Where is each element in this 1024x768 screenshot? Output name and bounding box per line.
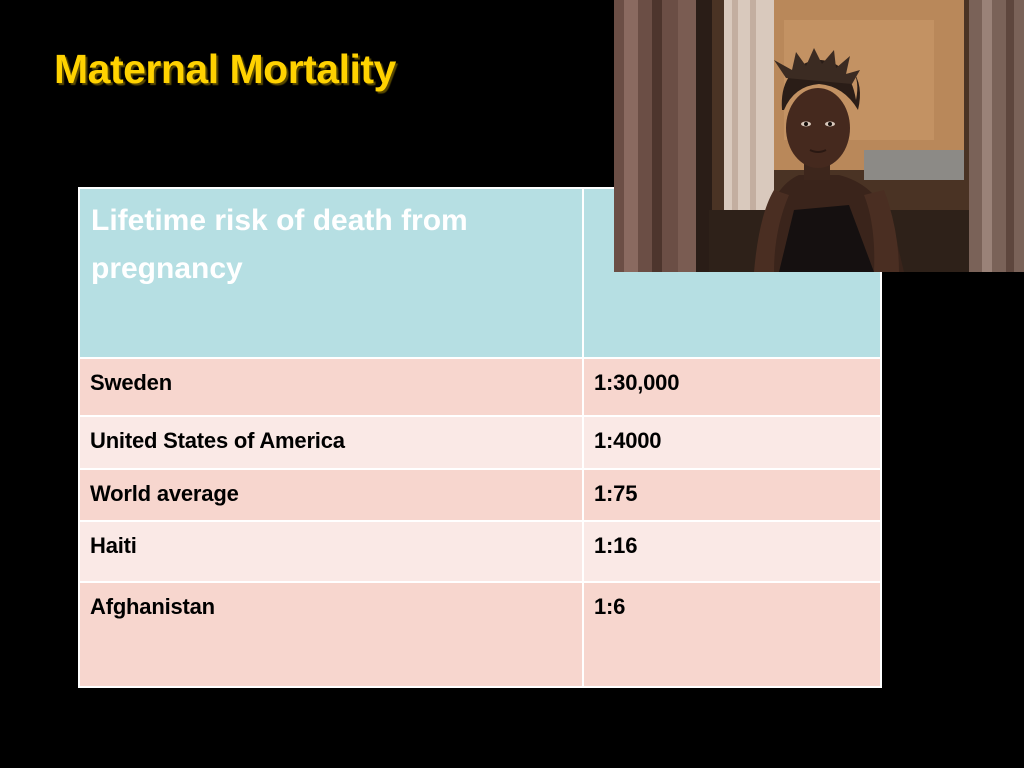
table-row: Afghanistan 1:6	[78, 581, 882, 688]
table-header-label: Lifetime risk of death from pregnancy	[78, 187, 584, 359]
country-cell: Afghanistan	[78, 581, 584, 688]
risk-cell: 1:6	[582, 581, 882, 688]
risk-cell: 1:30,000	[582, 357, 882, 417]
woman-portrait-photo	[614, 0, 1024, 272]
country-cell: World average	[78, 468, 584, 522]
country-cell: United States of America	[78, 415, 584, 470]
photo-illustration	[614, 0, 1024, 272]
risk-cell: 1:16	[582, 520, 882, 583]
table-row: World average 1:75	[78, 468, 882, 522]
risk-cell: 1:75	[582, 468, 882, 522]
risk-cell: 1:4000	[582, 415, 882, 470]
country-cell: Haiti	[78, 520, 584, 583]
table-row: Haiti 1:16	[78, 520, 882, 583]
country-cell: Sweden	[78, 357, 584, 417]
table-row: United States of America 1:4000	[78, 415, 882, 470]
table-row: Sweden 1:30,000	[78, 357, 882, 417]
slide-title: Maternal Mortality	[54, 46, 396, 92]
